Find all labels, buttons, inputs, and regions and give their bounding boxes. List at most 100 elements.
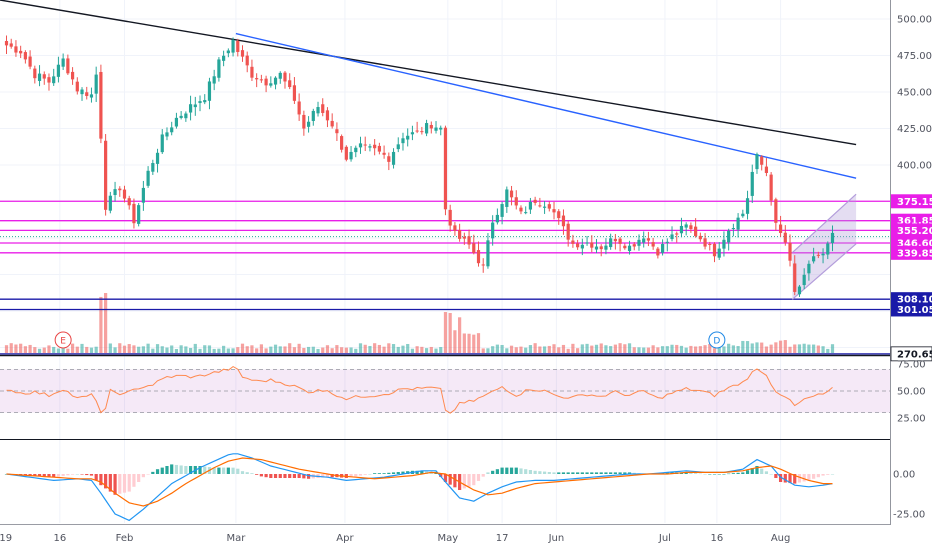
macd-histogram-bar <box>599 472 603 474</box>
macd-histogram-bar <box>165 466 169 474</box>
horizontal-levels[interactable] <box>0 200 890 355</box>
volume-bar <box>764 346 769 353</box>
volume-bar <box>495 344 499 353</box>
volume-bar <box>755 342 759 353</box>
macd-histogram-bar <box>273 474 278 478</box>
macd-histogram-bar <box>472 474 476 486</box>
macd-histogram-bar <box>491 470 495 474</box>
macd-histogram-bar <box>826 474 830 475</box>
volume-bar <box>760 342 764 353</box>
price-level-badge[interactable] <box>891 245 932 260</box>
candle-body <box>566 223 570 240</box>
candle-body <box>509 190 514 198</box>
price-level-badge[interactable] <box>890 346 932 362</box>
volume-bar <box>387 343 391 353</box>
volume-bar <box>613 344 617 353</box>
volume-bar <box>66 348 70 353</box>
volume-bar <box>198 348 202 353</box>
candle-body <box>231 39 235 53</box>
volume-bar <box>797 344 802 353</box>
macd-histogram-bar <box>462 474 466 489</box>
macd-histogram-bar <box>797 474 802 483</box>
channel-upper-line[interactable] <box>791 193 857 254</box>
candle-body <box>462 236 466 239</box>
macd-histogram-bar <box>259 474 263 477</box>
candle-body <box>406 135 410 140</box>
volume-bar <box>453 330 457 353</box>
candle-body <box>410 132 415 135</box>
candlestick-series <box>4 35 835 297</box>
volume-bar <box>727 343 731 353</box>
price-level-badge[interactable] <box>891 302 932 317</box>
time-tick-label: Aug <box>771 533 791 544</box>
macd-histogram-bar <box>151 471 155 474</box>
candle-body <box>373 144 377 149</box>
volume-bar <box>118 343 122 353</box>
volume-bar <box>354 348 358 353</box>
candle-body <box>311 110 315 121</box>
volume-bar <box>70 343 75 353</box>
volume-bar <box>174 348 179 353</box>
volume-bar <box>250 345 254 353</box>
candle-body <box>292 85 297 101</box>
volume-bar <box>660 346 665 353</box>
candle-body <box>722 239 726 249</box>
macd-histogram-bar <box>420 470 424 474</box>
macd-histogram-bar <box>524 469 528 474</box>
volume-bar <box>519 346 523 353</box>
price-axis[interactable]: 500.00 475.00 450.00 425.00 400.00 375.15 361.… <box>890 0 932 550</box>
volume-bar <box>491 346 495 353</box>
macd-histogram-bar <box>61 474 65 476</box>
volume-bar <box>547 345 551 353</box>
volume-bar <box>23 346 27 353</box>
event-marker-E[interactable] <box>54 331 72 349</box>
pane-separators[interactable] <box>0 354 932 525</box>
candle-body <box>590 242 594 248</box>
candle-body <box>70 71 75 80</box>
candle-body <box>141 187 145 203</box>
candle-body <box>4 40 9 46</box>
volume-bar <box>472 334 476 353</box>
volume-bar <box>816 345 820 353</box>
volume-bar <box>401 345 405 353</box>
macd-histogram-bar <box>623 472 627 474</box>
candle-body <box>358 143 363 148</box>
macd-histogram-bar <box>429 472 433 474</box>
macd-histogram-bar <box>745 470 750 474</box>
time-axis[interactable]: 2019 16 Feb Mar Apr May 17 Jun Jul 16 Aug <box>0 533 790 544</box>
candle-body <box>19 50 23 54</box>
macd-histogram-bar <box>448 474 452 485</box>
macd-histogram-bar <box>288 474 292 478</box>
candle-body <box>458 229 462 239</box>
volume-bar <box>481 348 485 353</box>
candle-body <box>618 238 622 244</box>
trendline-black[interactable] <box>0 0 857 146</box>
candle-body <box>632 244 636 247</box>
trendline-blue[interactable] <box>235 32 857 179</box>
macd-histogram-bar <box>179 465 183 474</box>
volume-bar <box>113 347 117 353</box>
price-level-badge[interactable] <box>891 223 932 238</box>
price-level-badge[interactable] <box>891 194 932 209</box>
macd-histogram-bar <box>769 474 773 475</box>
volume-bar <box>500 344 504 353</box>
volume-bar <box>821 346 825 353</box>
volume-bar <box>717 344 721 353</box>
trendlines[interactable] <box>0 0 857 179</box>
candle-body <box>495 214 499 223</box>
macd-histogram-bar <box>283 474 287 478</box>
volume-bar <box>141 346 145 353</box>
volume-bar <box>321 347 325 353</box>
event-marker-D[interactable] <box>708 331 726 349</box>
channel-lower-line[interactable] <box>791 243 857 300</box>
macd-histogram-bar <box>203 466 207 474</box>
volume-bar <box>509 345 514 353</box>
macd-histogram-bar <box>557 472 561 474</box>
macd-histogram-bar <box>184 466 188 474</box>
candle-body <box>627 245 632 251</box>
volume-bar <box>424 348 429 353</box>
volume-bar <box>580 344 584 353</box>
candle-body <box>75 81 79 92</box>
